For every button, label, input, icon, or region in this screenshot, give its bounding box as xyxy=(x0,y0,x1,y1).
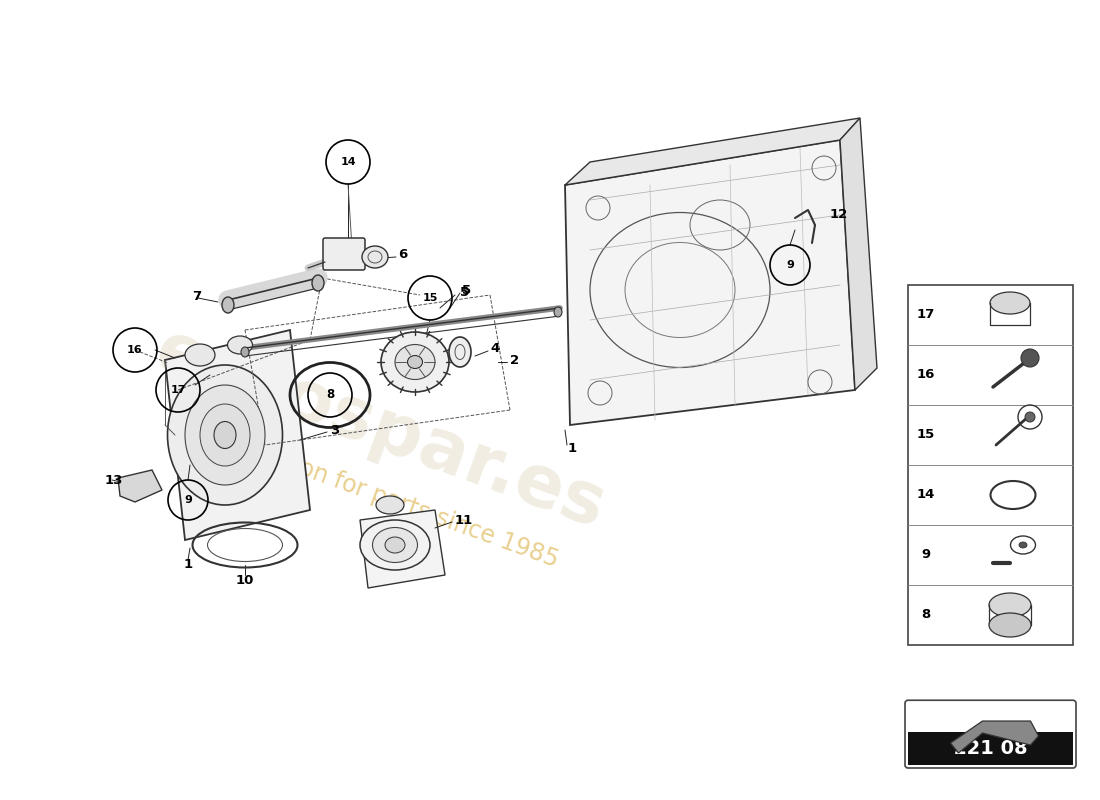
Polygon shape xyxy=(565,118,860,185)
Ellipse shape xyxy=(214,422,236,449)
Text: eurospar.es: eurospar.es xyxy=(145,317,615,543)
Ellipse shape xyxy=(395,345,434,379)
Text: 16: 16 xyxy=(128,345,143,355)
Text: 1: 1 xyxy=(184,558,192,571)
Text: 16: 16 xyxy=(916,369,935,382)
Ellipse shape xyxy=(185,344,214,366)
Polygon shape xyxy=(950,721,1038,753)
Text: 13: 13 xyxy=(104,474,123,486)
Text: 5: 5 xyxy=(462,283,471,297)
Text: 9: 9 xyxy=(786,260,794,270)
Ellipse shape xyxy=(373,527,418,562)
Ellipse shape xyxy=(241,347,249,357)
Text: 14: 14 xyxy=(916,489,935,502)
Ellipse shape xyxy=(407,355,422,369)
Ellipse shape xyxy=(362,246,388,268)
Ellipse shape xyxy=(376,496,404,514)
Text: 10: 10 xyxy=(235,574,254,586)
Text: 15: 15 xyxy=(422,293,438,303)
Text: 8: 8 xyxy=(922,609,931,622)
FancyBboxPatch shape xyxy=(908,732,1072,765)
Text: 4: 4 xyxy=(490,342,499,354)
FancyBboxPatch shape xyxy=(905,700,1076,768)
Ellipse shape xyxy=(385,537,405,553)
Text: a passion for parts since 1985: a passion for parts since 1985 xyxy=(218,428,562,572)
Polygon shape xyxy=(360,510,446,588)
Text: 15: 15 xyxy=(917,429,935,442)
Text: 7: 7 xyxy=(192,290,201,303)
Polygon shape xyxy=(565,140,855,425)
Circle shape xyxy=(1025,412,1035,422)
Ellipse shape xyxy=(312,275,324,291)
Polygon shape xyxy=(840,118,877,390)
Text: 9: 9 xyxy=(922,549,931,562)
Text: 2: 2 xyxy=(510,354,519,366)
Ellipse shape xyxy=(360,520,430,570)
Text: 121 08: 121 08 xyxy=(954,739,1027,758)
Ellipse shape xyxy=(989,613,1031,637)
Circle shape xyxy=(1021,349,1040,367)
Text: 5: 5 xyxy=(460,286,469,298)
Ellipse shape xyxy=(185,385,265,485)
Ellipse shape xyxy=(449,337,471,367)
Ellipse shape xyxy=(381,332,449,392)
Text: 12: 12 xyxy=(830,209,848,222)
Ellipse shape xyxy=(554,307,562,317)
Ellipse shape xyxy=(228,336,253,354)
Text: 11: 11 xyxy=(455,514,473,526)
Text: 8: 8 xyxy=(326,389,334,402)
Text: 6: 6 xyxy=(398,249,407,262)
Ellipse shape xyxy=(167,365,283,505)
Ellipse shape xyxy=(1019,542,1027,548)
Text: 14: 14 xyxy=(340,157,355,167)
Text: 1: 1 xyxy=(568,442,578,454)
Ellipse shape xyxy=(990,292,1030,314)
Text: 9: 9 xyxy=(184,495,191,505)
FancyBboxPatch shape xyxy=(323,238,365,270)
Polygon shape xyxy=(118,470,162,502)
Polygon shape xyxy=(165,330,310,540)
Text: 17: 17 xyxy=(170,385,186,395)
Text: 3: 3 xyxy=(330,423,339,437)
Ellipse shape xyxy=(222,297,234,313)
Ellipse shape xyxy=(989,593,1031,617)
Ellipse shape xyxy=(200,404,250,466)
Text: 17: 17 xyxy=(917,309,935,322)
